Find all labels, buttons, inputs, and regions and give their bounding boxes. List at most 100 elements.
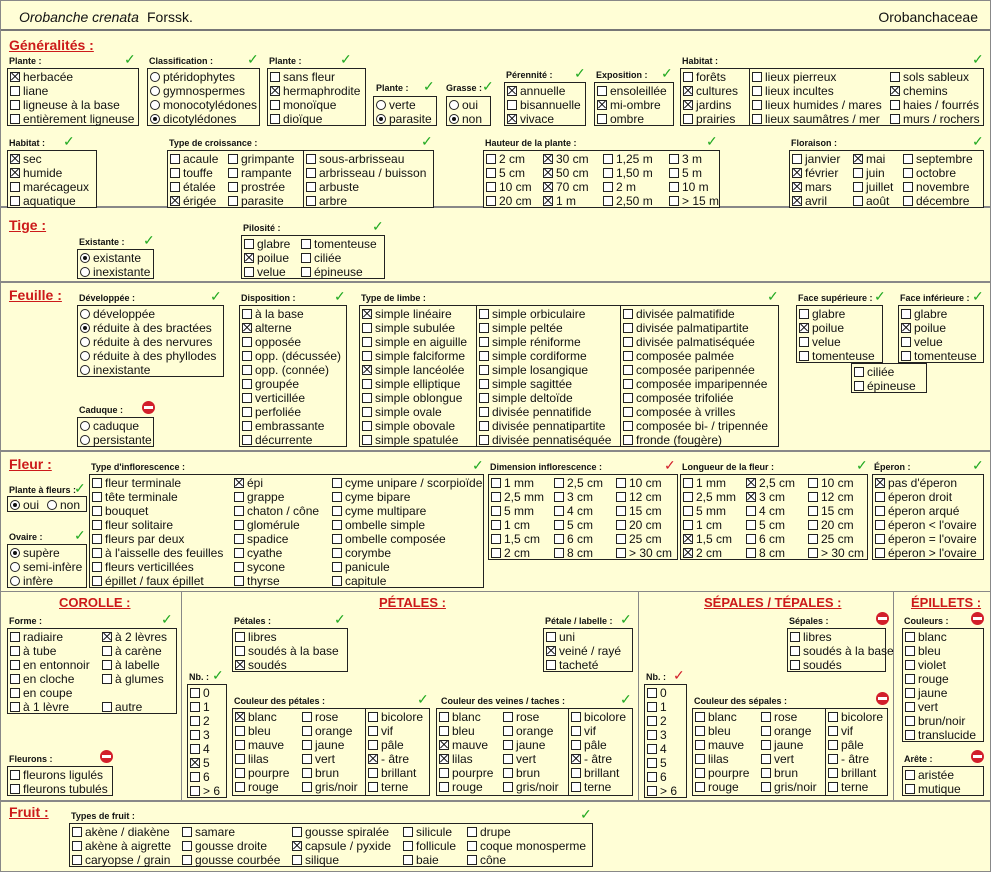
- option-bouquet[interactable]: bouquet: [90, 504, 148, 518]
- radio-button[interactable]: [80, 253, 90, 263]
- option-tete-terminale[interactable]: tête terminale: [90, 490, 178, 504]
- checkbox[interactable]: [790, 646, 800, 656]
- checkbox[interactable]: [244, 239, 254, 249]
- checkbox[interactable]: [491, 534, 501, 544]
- option-15-m[interactable]: > 15 m: [667, 194, 719, 208]
- checkbox[interactable]: [301, 253, 311, 263]
- checkbox[interactable]: [503, 740, 513, 750]
- checkbox[interactable]: [102, 660, 112, 670]
- option-terne[interactable]: terne: [826, 780, 868, 794]
- checkbox[interactable]: [491, 548, 501, 558]
- option-10-cm[interactable]: 10 cm: [806, 476, 854, 490]
- checkbox[interactable]: [808, 492, 818, 502]
- option-brillant[interactable]: brillant: [569, 766, 619, 780]
- checkbox[interactable]: [623, 393, 633, 403]
- checkbox[interactable]: [190, 758, 200, 768]
- option-2-5-mm[interactable]: 2,5 mm: [681, 490, 736, 504]
- checkbox[interactable]: [479, 365, 489, 375]
- option-composee-paripennee[interactable]: composée paripennée: [621, 363, 755, 377]
- option-lilas[interactable]: lilas: [693, 752, 729, 766]
- checkbox[interactable]: [362, 365, 372, 375]
- checkbox[interactable]: [301, 239, 311, 249]
- option-composee-a-vrilles[interactable]: composée à vrilles: [621, 405, 735, 419]
- checkbox[interactable]: [292, 855, 302, 865]
- checkbox[interactable]: [479, 379, 489, 389]
- option-cyme-unipare-scorpioide[interactable]: cyme unipare / scorpioïde: [330, 476, 482, 490]
- option-mauve[interactable]: mauve: [233, 738, 284, 752]
- option-1-cm[interactable]: 1 cm: [489, 518, 530, 532]
- option-glomerule[interactable]: glomérule: [232, 518, 300, 532]
- option-orange[interactable]: orange: [759, 724, 811, 738]
- option-simple-losangique[interactable]: simple losangique: [477, 363, 588, 377]
- checkbox[interactable]: [901, 337, 911, 347]
- checkbox[interactable]: [302, 782, 312, 792]
- checkbox[interactable]: [647, 730, 657, 740]
- option-fleurons-ligules[interactable]: fleurons ligulés: [8, 768, 103, 782]
- option-septembre[interactable]: septembre: [901, 152, 973, 166]
- checkbox[interactable]: [890, 114, 900, 124]
- option-a-2-levres[interactable]: à 2 lèvres: [100, 630, 167, 644]
- checkbox[interactable]: [669, 154, 679, 164]
- radio-button[interactable]: [10, 548, 20, 558]
- checkbox[interactable]: [752, 72, 762, 82]
- option-orange[interactable]: orange: [300, 724, 352, 738]
- option-silicule[interactable]: silicule: [401, 825, 452, 839]
- option-epineuse[interactable]: épineuse: [299, 265, 363, 279]
- option-vif[interactable]: vif: [569, 724, 596, 738]
- option-lilas[interactable]: lilas: [437, 752, 473, 766]
- option-vert[interactable]: vert: [903, 700, 938, 714]
- option-en-entonnoir[interactable]: en entonnoir: [8, 658, 90, 672]
- option-10-m[interactable]: 10 m: [667, 180, 709, 194]
- checkbox[interactable]: [362, 379, 372, 389]
- option-lieux-humides-mares[interactable]: lieux humides / mares: [750, 98, 882, 112]
- checkbox[interactable]: [242, 337, 252, 347]
- checkbox[interactable]: [242, 351, 252, 361]
- checkbox[interactable]: [603, 182, 613, 192]
- option-eperon-arque[interactable]: éperon arqué: [873, 504, 959, 518]
- checkbox[interactable]: [10, 632, 20, 642]
- option-rose[interactable]: rose: [300, 710, 338, 724]
- option-eperon-l-ovaire[interactable]: éperon > l'ovaire: [873, 546, 977, 560]
- option-reduite-a-des-bractees[interactable]: réduite à des bractées: [78, 321, 212, 335]
- option-tachete[interactable]: tacheté: [544, 658, 598, 672]
- checkbox[interactable]: [242, 393, 252, 403]
- checkbox[interactable]: [746, 534, 756, 544]
- option-simple-subulee[interactable]: simple subulée: [360, 321, 455, 335]
- checkbox[interactable]: [683, 520, 693, 530]
- checkbox[interactable]: [479, 421, 489, 431]
- checkbox[interactable]: [623, 309, 633, 319]
- option-mars[interactable]: mars: [790, 180, 832, 194]
- option-simple-orbiculaire[interactable]: simple orbiculaire: [477, 307, 585, 321]
- checkbox[interactable]: [362, 309, 372, 319]
- option-2[interactable]: 2: [188, 714, 210, 728]
- checkbox[interactable]: [571, 712, 581, 722]
- checkbox[interactable]: [302, 740, 312, 750]
- option-haies-fourres[interactable]: haies / fourrés: [888, 98, 979, 112]
- checkbox[interactable]: [683, 492, 693, 502]
- checkbox[interactable]: [828, 782, 838, 792]
- checkbox[interactable]: [242, 435, 252, 445]
- checkbox[interactable]: [491, 520, 501, 530]
- checkbox[interactable]: [362, 351, 372, 361]
- checkbox[interactable]: [292, 841, 302, 851]
- option-a-tube[interactable]: à tube: [8, 644, 56, 658]
- option-en-cloche[interactable]: en cloche: [8, 672, 74, 686]
- radio-button[interactable]: [80, 365, 90, 375]
- checkbox[interactable]: [792, 196, 802, 206]
- checkbox[interactable]: [92, 548, 102, 558]
- checkbox[interactable]: [10, 168, 20, 178]
- option-5-m[interactable]: 5 m: [667, 166, 702, 180]
- option-simple-spatulee[interactable]: simple spatulée: [360, 433, 458, 447]
- checkbox[interactable]: [683, 548, 693, 558]
- checkbox[interactable]: [616, 478, 626, 488]
- checkbox[interactable]: [306, 196, 316, 206]
- checkbox[interactable]: [92, 534, 102, 544]
- checkbox[interactable]: [362, 323, 372, 333]
- option-4[interactable]: 4: [188, 742, 210, 756]
- option-pteridophytes[interactable]: ptéridophytes: [148, 70, 235, 84]
- option-15-cm[interactable]: 15 cm: [614, 504, 662, 518]
- option-opp-decussee[interactable]: opp. (décussée): [240, 349, 341, 363]
- checkbox[interactable]: [808, 478, 818, 488]
- option-brun[interactable]: brun: [759, 766, 798, 780]
- checkbox[interactable]: [242, 379, 252, 389]
